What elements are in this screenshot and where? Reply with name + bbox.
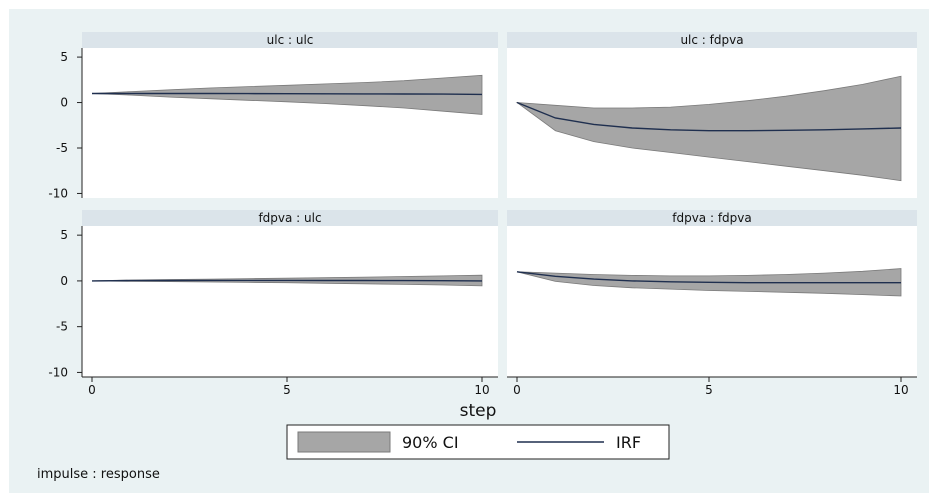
irf-line xyxy=(91,279,483,282)
irf-line xyxy=(516,271,901,284)
panel-plot-area xyxy=(82,48,498,198)
irf-line xyxy=(92,92,483,96)
panel-title-strip xyxy=(507,210,917,226)
x-tick-label: 5 xyxy=(705,383,713,397)
y-tick-label: -5 xyxy=(56,141,68,155)
impulse-response-note: impulse : response xyxy=(37,467,160,482)
x-tick-label: 10 xyxy=(474,383,489,397)
panel-title: ulc : ulc xyxy=(267,33,314,47)
panel-2: fdpva : ulc 5 0 -5 -10 xyxy=(48,210,498,379)
legend-ci-label: 90% CI xyxy=(402,433,459,452)
legend: 90% CI IRF xyxy=(286,424,670,460)
panel-title: fdpva : ulc xyxy=(258,211,321,225)
panel-0: ulc : ulc 5 0 -5 -10 xyxy=(48,32,498,200)
y-tick-label: 0 xyxy=(60,96,68,110)
x-tick-label: 5 xyxy=(283,383,291,397)
x-axis-label: step xyxy=(460,401,497,421)
panel-title: fdpva : fdpva xyxy=(672,211,752,225)
panel-3: fdpva : fdpva xyxy=(507,210,917,377)
y-tick-label: -10 xyxy=(48,365,68,379)
x-tick-label: 10 xyxy=(893,383,908,397)
panel-title: ulc : fdpva xyxy=(680,33,743,47)
panels-group: ulc : ulc 5 0 -5 -10 ulc : fdpva fdpva : ulc 5 0… xyxy=(48,32,917,379)
y-tick-label: 0 xyxy=(60,274,68,288)
panel-plot-area xyxy=(82,226,498,377)
x-tick-label: 0 xyxy=(88,383,96,397)
legend-ci-swatch xyxy=(297,431,391,453)
irf-line xyxy=(516,101,902,132)
y-tick-label: 5 xyxy=(60,228,68,242)
y-tick-label: 5 xyxy=(60,50,68,64)
ci-band xyxy=(91,74,483,115)
x-axes-group: 0 5 10 0 5 10 xyxy=(82,376,917,397)
panel-title-strip xyxy=(82,32,498,48)
panel-title-strip xyxy=(507,32,917,48)
panel-title-strip xyxy=(82,210,498,226)
y-tick-label: -10 xyxy=(48,186,68,200)
panel-plot-area xyxy=(507,226,917,377)
x-tick-label: 0 xyxy=(513,383,521,397)
panel-1: ulc : fdpva xyxy=(507,32,917,198)
legend-irf-label: IRF xyxy=(616,433,641,452)
y-tick-label: -5 xyxy=(56,320,68,334)
